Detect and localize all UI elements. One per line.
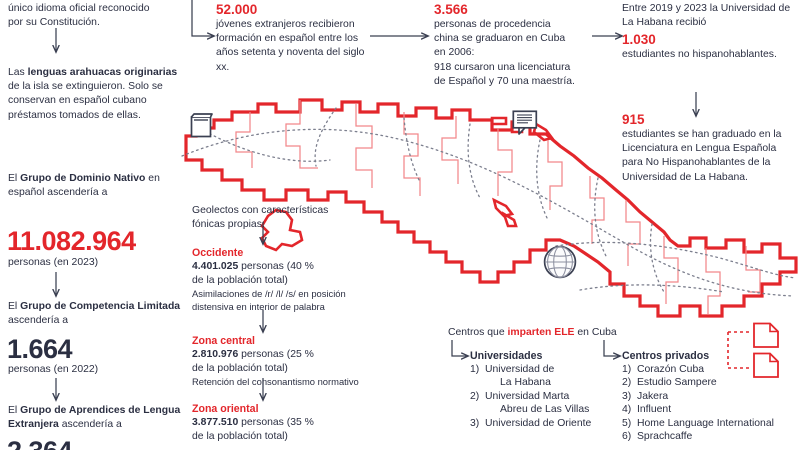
card-habana-number-1030: 1.030 — [622, 32, 656, 48]
card-3566-line1: personas de procedencia — [434, 19, 551, 30]
card-915-number: 915 — [622, 112, 645, 127]
list-item: 3) Universidad de Oriente — [470, 417, 592, 429]
list-item: 2) Estudio Sampere — [622, 377, 717, 389]
document-icon — [753, 322, 779, 348]
geolecto-occidente-figure: 4.401.025 — [192, 261, 239, 272]
geolecto-central-note1: Retención del consonantismo normativo — [192, 376, 359, 388]
card-3566-line4: 918 cursaron una licenciatura — [434, 61, 571, 73]
privados-title: Centros privados — [622, 350, 710, 362]
geolecto-occidente-tail: personas (40 % — [238, 261, 314, 272]
card-3566-number: 3.566 — [434, 2, 468, 17]
card-52000-number: 52.000 — [216, 2, 258, 17]
card-3566-line2: china se graduaron en Cuba — [434, 33, 566, 45]
card-habana: Entre 2019 y 2023 la Universidad de La H… — [622, 2, 794, 63]
card-915: 915 estudiantes se han graduado en la Li… — [622, 112, 798, 185]
geolecto-occidente: Occidente 4.401.025 personas (40 % de la… — [192, 246, 378, 314]
geolecto-occidente-note1: Asimilaciones de /r/ /l/ /s/ en posición — [192, 288, 346, 300]
card-3566-line5: de Español y 70 una maestría. — [434, 75, 575, 87]
dominio-nativo-caption: personas (en 2023) — [8, 257, 99, 268]
card-3566-line3: en 2006: — [434, 47, 475, 59]
card-3566: 3.566 personas de procedencia china se g… — [434, 2, 606, 89]
card-habana-body: estudiantes no hispanohablantes. — [622, 49, 777, 61]
geolecto-oriental: Zona oriental 3.877.510 personas (35 % d… — [192, 402, 378, 444]
competencia-limitada-caption: personas (en 2022) — [8, 364, 99, 375]
arrow-elbow — [451, 340, 468, 356]
dominio-nativo-label: El Grupo de Dominio Nativo en español as… — [8, 173, 160, 199]
document-icon — [753, 352, 779, 378]
list-item: 3) Jakera — [622, 390, 669, 402]
list-item: 6) Sprachcaffe — [622, 431, 693, 443]
card-52000-body: jóvenes extranjeros recibieron formación… — [216, 19, 365, 73]
globe-icon — [543, 245, 577, 279]
geolecto-occidente-tail2: de la población total) — [192, 275, 288, 287]
geolecto-occidente-name: Occidente — [192, 247, 244, 259]
arahuacas-block: Las lenguas arahuacas originarias de la … — [8, 67, 178, 121]
centros-universidades: Universidades 1) Universidad de La Habana … — [470, 349, 605, 430]
competencia-limitada-number: 1.664 — [7, 334, 73, 364]
card-915-body: estudiantes se han graduado en la Licenc… — [622, 129, 782, 183]
map-dotted-lines — [181, 107, 797, 297]
universidades-list: 1) Universidad de La Habana 2) Universidad … — [470, 363, 605, 430]
geolecto-oriental-tail2: de la población total) — [192, 431, 288, 443]
cuba-outline-main — [184, 98, 798, 318]
centros-privados: Centros privados 1) Corazón Cuba 2) Estudi… — [622, 349, 798, 443]
centros-heading: Centros que imparten ELE en Cuba — [448, 327, 617, 338]
competencia-limitada-label: El Grupo de Competencia Limitada ascende… — [8, 301, 181, 327]
list-item: 1) Corazón Cuba — [622, 364, 705, 375]
geolecto-central-name: Zona central — [192, 335, 255, 347]
geolecto-central-figure: 2.810.976 — [192, 349, 239, 360]
document-icons-group — [727, 322, 779, 378]
geolectos-title: Geolectos con características fónicas pr… — [192, 205, 329, 231]
list-item: 1) Universidad de La Habana — [470, 364, 555, 389]
aprendices-label: El Grupo de Aprendices de Lengua Extranj… — [8, 405, 181, 431]
speech-bubble-icon — [512, 110, 538, 136]
privados-list: 1) Corazón Cuba 2) Estudio Sampere 3) Jaker… — [622, 363, 798, 443]
geolecto-occidente-note2: distensiva en interior de palabra — [192, 301, 325, 312]
list-item: 4) Influent — [622, 404, 672, 416]
geolecto-oriental-name: Zona oriental — [192, 403, 259, 415]
universidades-title: Universidades — [470, 350, 543, 362]
geolecto-oriental-figure: 3.877.510 — [192, 417, 239, 428]
list-item: 2) Universidad Marta Abreu de Las Villas — [470, 390, 590, 416]
cuba-keys — [260, 116, 555, 252]
card-habana-lead: Entre 2019 y 2023 la Universidad de La H… — [622, 3, 791, 29]
arrow-elbow — [191, 0, 214, 36]
arrow-elbow — [603, 340, 620, 356]
intro-text: único idioma oficial reconocido por su C… — [8, 3, 150, 29]
dominio-nativo-number: 11.082.964 — [7, 226, 136, 256]
list-item: 5) Home Language International — [622, 417, 774, 429]
geolecto-central-tail: personas (25 % — [238, 349, 314, 360]
geolecto-central-tail2: de la población total) — [192, 363, 288, 375]
aprendices-number: 2.364 — [7, 436, 72, 450]
geolecto-oriental-tail: personas (35 % — [238, 417, 314, 428]
geolecto-central: Zona central 2.810.976 personas (25 % de… — [192, 334, 378, 389]
book-icon — [190, 112, 213, 138]
card-52000: 52.000 jóvenes extranjeros recibieron fo… — [216, 2, 368, 75]
